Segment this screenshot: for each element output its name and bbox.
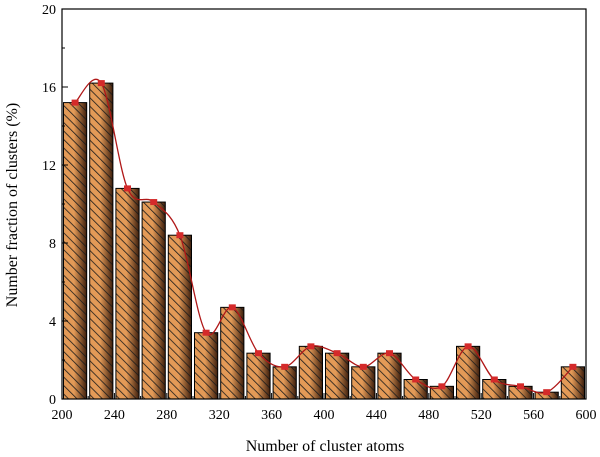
y-tick-label: 0 — [49, 393, 56, 408]
x-tick-label: 400 — [314, 408, 335, 423]
x-axis-ticks: 200 240 280 320 360 400 440 480 520 560 600 — [52, 393, 597, 423]
data-point-marker — [307, 343, 315, 350]
bar — [220, 306, 245, 400]
data-point-marker — [359, 363, 367, 370]
data-point-marker — [438, 383, 446, 390]
x-tick-label: 320 — [209, 408, 230, 423]
x-tick-label: 280 — [156, 408, 177, 423]
data-point-marker — [517, 383, 524, 390]
data-point-marker — [202, 329, 210, 336]
x-tick-label: 480 — [418, 408, 439, 423]
bar — [246, 352, 271, 400]
bar — [63, 102, 88, 400]
x-tick-label: 520 — [471, 408, 492, 423]
data-point-marker — [228, 304, 236, 311]
bar — [325, 352, 350, 400]
y-tick-label: 12 — [42, 159, 56, 174]
data-point-marker — [464, 343, 472, 350]
bar — [141, 201, 166, 400]
bar — [194, 332, 219, 400]
bar — [272, 366, 297, 400]
x-tick-label: 240 — [104, 408, 125, 423]
data-point-marker — [176, 232, 184, 239]
data-point-marker — [412, 376, 420, 383]
bar — [508, 385, 533, 400]
data-point-marker — [281, 363, 289, 370]
x-tick-label: 560 — [523, 408, 544, 423]
data-point-marker — [569, 363, 577, 370]
y-axis-ticks: 0 4 8 12 16 20 — [42, 3, 68, 408]
data-point-marker — [333, 350, 341, 357]
data-point-marker — [71, 99, 79, 106]
bar — [89, 82, 114, 400]
x-tick-label: 440 — [366, 408, 387, 423]
markers-group — [71, 80, 577, 396]
bar — [456, 345, 481, 400]
data-point-marker — [490, 376, 498, 383]
bar — [115, 187, 140, 400]
data-point-marker — [255, 350, 262, 357]
y-tick-label: 16 — [42, 81, 56, 96]
data-point-marker — [150, 199, 158, 206]
x-tick-label: 200 — [52, 408, 73, 423]
data-point-marker — [543, 389, 551, 396]
x-tick-label: 600 — [576, 408, 597, 423]
bar — [298, 345, 323, 400]
data-point-marker — [97, 80, 105, 87]
y-tick-label: 20 — [42, 3, 56, 18]
y-tick-label: 8 — [49, 237, 56, 252]
y-tick-label: 4 — [49, 315, 56, 330]
data-point-marker — [386, 350, 393, 357]
x-tick-label: 360 — [261, 408, 282, 423]
x-axis-label: Number of cluster atoms — [246, 438, 405, 455]
bar — [482, 379, 507, 400]
bar — [560, 366, 585, 400]
y-axis-label: Number fraction of clusters (%) — [4, 103, 21, 307]
plot-frame — [61, 8, 587, 400]
bar — [351, 366, 376, 400]
bar — [167, 234, 193, 400]
bars-group — [63, 82, 585, 400]
data-point-marker — [124, 185, 131, 192]
